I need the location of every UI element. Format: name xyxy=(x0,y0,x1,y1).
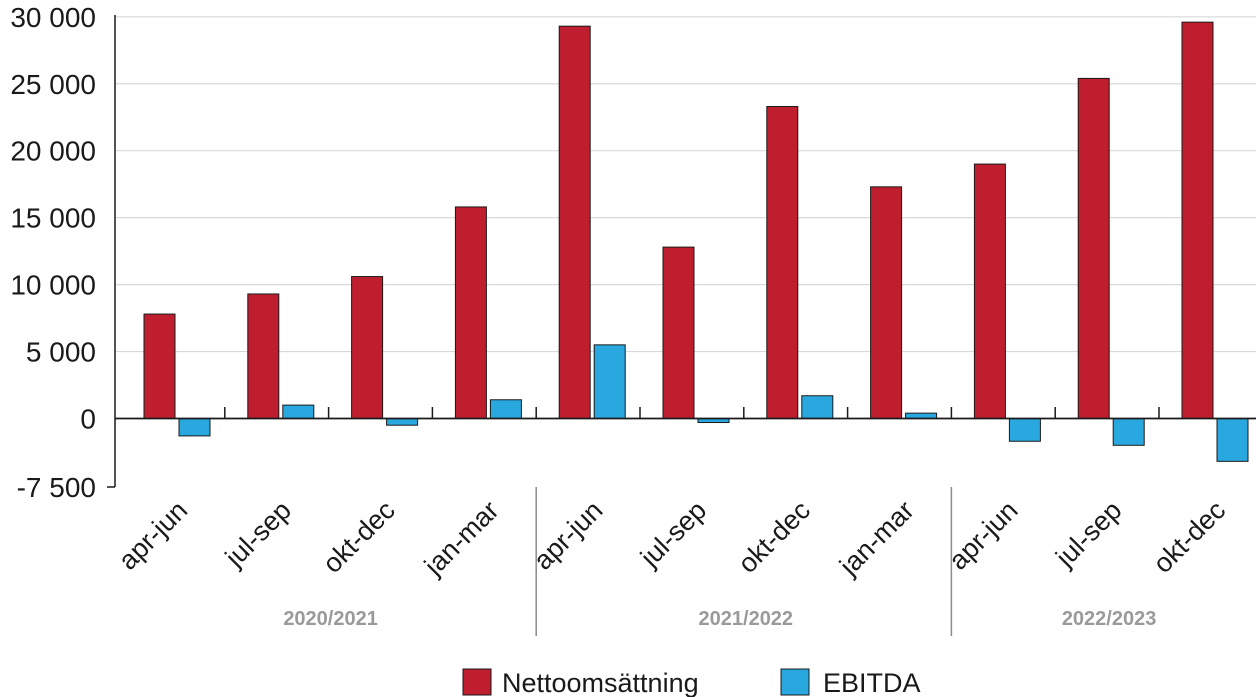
y-tick-label: -7 500 xyxy=(17,472,96,503)
legend-label: EBITDA xyxy=(823,668,921,697)
bar-ebitda xyxy=(801,395,834,419)
legend: Nettoomsättning EBITDA xyxy=(462,668,921,697)
x-tick-label: okt-dec xyxy=(1147,495,1231,579)
bar-nettoomsattning xyxy=(973,163,1006,419)
y-tick-label: 5 000 xyxy=(26,337,96,368)
legend-label: Nettoomsättning xyxy=(502,668,699,697)
y-tick-label: 0 xyxy=(80,404,96,435)
bar-ebitda xyxy=(178,418,211,437)
bar-nettoomsattning xyxy=(1077,77,1110,419)
bar-ebitda xyxy=(282,404,315,419)
y-tick-label: 30 000 xyxy=(10,2,96,33)
bar-ebitda xyxy=(489,399,522,419)
x-tick-labels: apr-jun jul-sep okt-dec jan-mar apr-jun jul-s… xyxy=(113,495,1232,582)
legend-swatch xyxy=(780,668,810,696)
bar-nettoomsattning xyxy=(558,25,591,419)
x-tick-label: okt-dec xyxy=(732,495,816,579)
group-label: 2021/2022 xyxy=(699,608,794,630)
y-tick-label: 20 000 xyxy=(10,136,96,167)
bar-ebitda xyxy=(386,418,419,426)
bar-nettoomsattning xyxy=(351,276,384,420)
bar-ebitda xyxy=(1112,418,1145,446)
y-tick-labels: -7 500 0 5 000 10 000 15 000 20 000 25 000 30 0… xyxy=(10,2,96,503)
x-tick-label: apr-jun xyxy=(528,495,609,576)
gridlines xyxy=(115,16,1256,353)
axes xyxy=(107,15,1256,488)
bar-ebitda xyxy=(1008,418,1041,442)
bar-ebitda xyxy=(593,344,626,420)
x-tick-label: jan-mar xyxy=(418,495,505,582)
bar-nettoomsattning xyxy=(766,106,799,419)
y-tick-label: 10 000 xyxy=(10,270,96,301)
bar-nettoomsattning xyxy=(870,186,903,419)
x-tick-label: apr-jun xyxy=(943,495,1024,576)
bar-nettoomsattning xyxy=(143,313,176,420)
x-tick-label: jul-sep xyxy=(634,495,712,573)
x-tick-label: apr-jun xyxy=(113,495,194,576)
bar-ebitda xyxy=(1216,418,1249,462)
x-tick-label: jul-sep xyxy=(1049,495,1127,573)
group-label: 2020/2021 xyxy=(283,608,378,630)
bar-nettoomsattning xyxy=(247,293,280,419)
x-tick-label: okt-dec xyxy=(317,495,401,579)
bar-nettoomsattning xyxy=(662,246,695,419)
legend-swatch xyxy=(462,668,492,696)
bar-nettoomsattning xyxy=(454,206,487,419)
x-tick-label: jul-sep xyxy=(219,495,297,573)
bar-nettoomsattning xyxy=(1181,21,1214,419)
y-tick-label: 15 000 xyxy=(10,203,96,234)
x-tick-label: jan-mar xyxy=(833,495,920,582)
group-label: 2022/2023 xyxy=(1062,608,1157,630)
group-labels: 2020/2021 2021/2022 2022/2023 xyxy=(283,487,1156,636)
y-tick-label: 25 000 xyxy=(10,69,96,100)
bars xyxy=(143,21,1249,462)
